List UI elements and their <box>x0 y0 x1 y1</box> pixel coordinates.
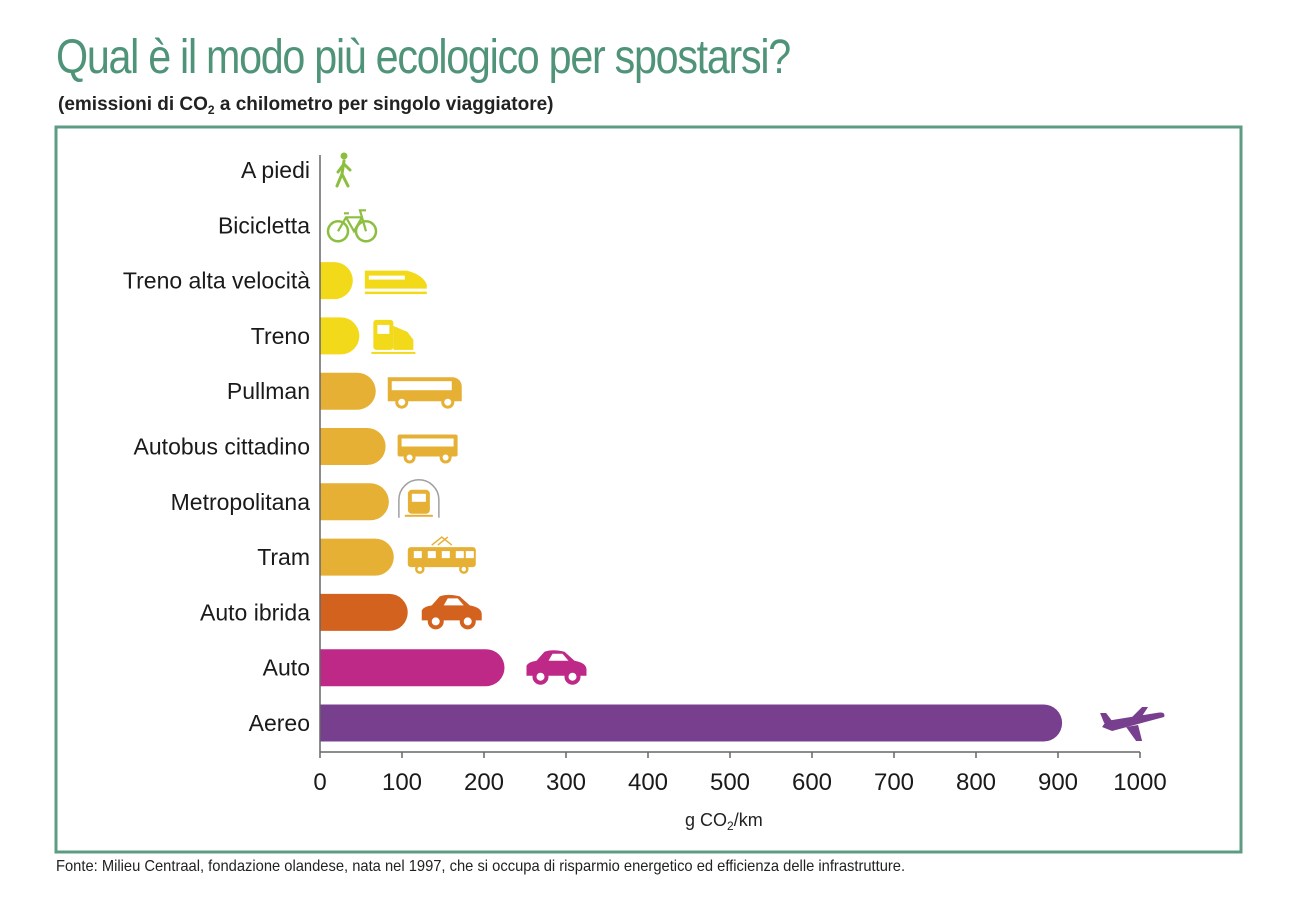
category-label-treno-alta-velocita: Treno alta velocità <box>123 268 310 294</box>
chart-subtitle: (emissioni di CO2 a chilometro per singo… <box>58 94 554 117</box>
bar-pullman <box>320 372 376 410</box>
metro-icon <box>398 479 440 518</box>
x-tick-label-900: 900 <box>1038 769 1078 796</box>
bar-auto <box>320 649 505 687</box>
x-tick-label-700: 700 <box>874 769 914 796</box>
category-label-bicicletta: Bicicletta <box>218 212 310 238</box>
x-tick-label-1000: 1000 <box>1113 769 1166 796</box>
category-label-autobus-cittadino: Autobus cittadino <box>134 434 310 460</box>
category-label-metropolitana: Metropolitana <box>171 489 311 515</box>
train-icon <box>371 319 416 354</box>
bar-tram <box>320 538 394 576</box>
x-tick-label-400: 400 <box>628 769 668 796</box>
city-bus-icon <box>397 434 458 464</box>
walking-person-icon <box>335 152 352 188</box>
airplane-icon <box>1100 707 1165 741</box>
x-tick-label-100: 100 <box>382 769 422 796</box>
x-tick-label-800: 800 <box>956 769 996 796</box>
x-tick-label-0: 0 <box>313 769 326 796</box>
source-note: Fonte: Milieu Centraal, fondazione oland… <box>56 858 906 875</box>
chart-title: Qual è il modo più ecologico per spostar… <box>56 31 791 84</box>
hybrid-car-icon <box>421 594 482 630</box>
category-label-auto-ibrida: Auto ibrida <box>200 599 310 625</box>
bar-treno-alta-velocita <box>320 262 353 300</box>
category-label-auto: Auto <box>263 655 310 681</box>
high-speed-train-icon <box>364 270 427 295</box>
chart-frame <box>54 125 1243 854</box>
bicycle-icon <box>326 209 378 243</box>
category-label-aereo: Aereo <box>249 710 310 736</box>
x-axis-label: g CO2/km <box>685 810 763 833</box>
coach-bus-icon <box>387 377 462 409</box>
category-label-pullman: Pullman <box>227 378 310 404</box>
category-label-a-piedi: A piedi <box>241 157 310 183</box>
category-label-tram: Tram <box>257 544 310 570</box>
bar-treno <box>320 317 360 355</box>
bar-metropolitana <box>320 483 389 521</box>
bar-aereo <box>320 704 1063 742</box>
car-icon <box>526 650 587 685</box>
bar-auto-ibrida <box>320 593 408 631</box>
x-tick-label-200: 200 <box>464 769 504 796</box>
category-label-treno: Treno <box>251 323 310 349</box>
x-tick-label-500: 500 <box>710 769 750 796</box>
x-tick-label-600: 600 <box>792 769 832 796</box>
tram-icon <box>407 536 476 574</box>
bar-autobus-cittadino <box>320 428 386 465</box>
x-tick-label-300: 300 <box>546 769 586 796</box>
